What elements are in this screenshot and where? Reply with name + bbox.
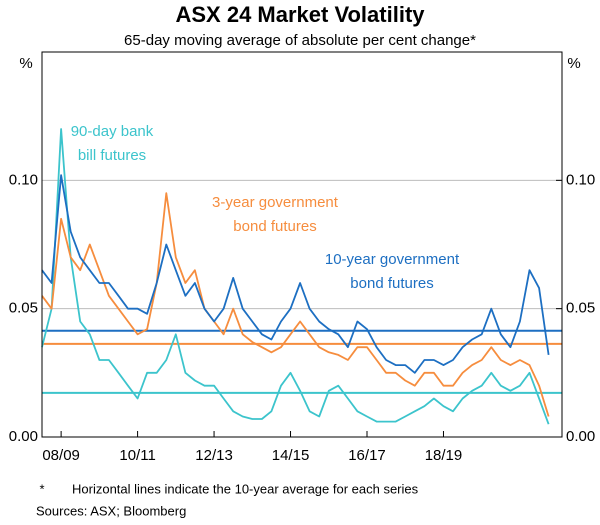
y2-tick-label: 0.00 [566, 428, 595, 445]
chart-subtitle: 65-day moving average of absolute per ce… [124, 32, 476, 49]
series-label: bond futures [350, 275, 433, 292]
y-unit: % [19, 55, 32, 72]
footnote: Horizontal lines indicate the 10-year av… [72, 481, 419, 496]
series-label: bill futures [78, 147, 146, 164]
y-tick-label: 0.00 [9, 428, 38, 445]
series-label: 90-day bank [71, 123, 154, 140]
series-label: 3-year government [212, 194, 339, 211]
x-tick-label: 12/13 [195, 447, 233, 464]
x-tick-label: 18/19 [425, 447, 463, 464]
y2-tick-label: 0.10 [566, 171, 595, 188]
series-label: 10-year government [325, 251, 460, 268]
source: Sources: ASX; Bloomberg [36, 503, 186, 518]
y2-unit: % [567, 55, 580, 72]
y2-tick-label: 0.05 [566, 300, 595, 317]
plot-frame [41, 51, 563, 438]
x-tick-label: 08/09 [42, 447, 80, 464]
x-tick-label: 16/17 [348, 447, 386, 464]
series-line [41, 192, 550, 417]
y-tick-label: 0.10 [9, 171, 38, 188]
x-tick-label: 10/11 [119, 447, 155, 464]
series-line [41, 174, 550, 374]
x-tick-label: 14/15 [272, 447, 310, 464]
footnote-marker: * [39, 481, 44, 496]
series-line [41, 128, 550, 425]
series-label: bond futures [233, 218, 316, 235]
chart-title: ASX 24 Market Volatility [175, 2, 425, 27]
y-tick-label: 0.05 [9, 300, 38, 317]
